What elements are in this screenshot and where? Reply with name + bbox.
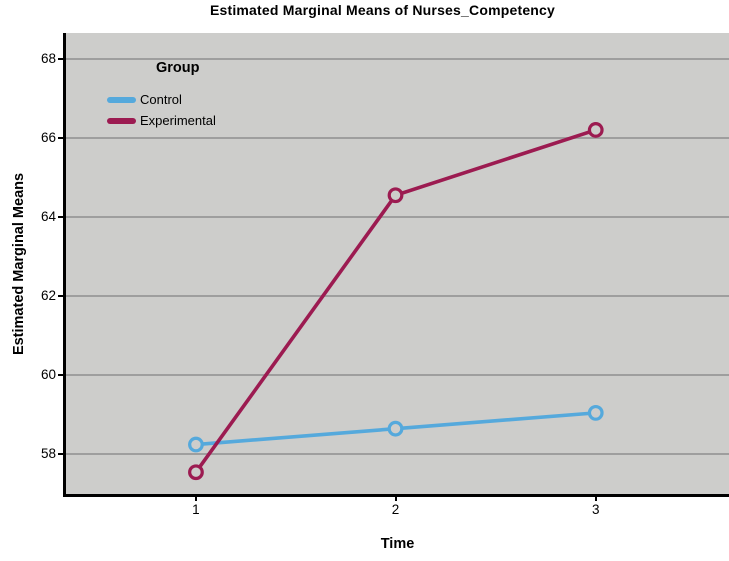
- plot-area: Group Control Experimental: [63, 33, 729, 497]
- gridline: [66, 136, 729, 139]
- y-tick-label: 62: [40, 288, 56, 304]
- legend-entry: Control: [107, 89, 216, 110]
- legend: Group Control Experimental: [107, 60, 216, 131]
- y-tick-mark: [58, 216, 63, 218]
- legend-entry-label: Experimental: [140, 113, 216, 128]
- x-tick-label: 1: [192, 502, 200, 517]
- y-tick-mark: [58, 136, 63, 139]
- gridline: [66, 374, 729, 377]
- y-tick-label: 64: [40, 209, 56, 224]
- data-point-marker: [587, 404, 604, 421]
- y-tick-mark: [58, 57, 63, 60]
- x-tick-label: 3: [591, 502, 600, 517]
- legend-swatch: [107, 96, 136, 103]
- data-point-marker: [387, 420, 404, 437]
- y-tick-mark: [58, 453, 63, 456]
- gridline: [66, 216, 729, 218]
- y-axis-label: Estimated Marginal Means: [11, 172, 27, 356]
- y-tick-label: 66: [40, 129, 56, 145]
- legend-entries: Control Experimental: [107, 89, 216, 131]
- legend-swatch: [107, 117, 136, 124]
- chart-title: Estimated Marginal Means of Nurses_Compe…: [209, 2, 556, 18]
- data-point-marker: [587, 122, 604, 138]
- x-axis-label: Time: [380, 536, 415, 552]
- x-tick-mark: [594, 497, 597, 501]
- legend-title: Group: [156, 60, 200, 76]
- y-tick-label: 58: [40, 446, 56, 462]
- data-point-marker: [188, 464, 204, 481]
- y-tick-label: 68: [40, 50, 56, 66]
- legend-entry: Experimental: [107, 110, 216, 131]
- gridline: [66, 453, 729, 456]
- gridline: [66, 295, 729, 298]
- x-tick-mark: [394, 497, 397, 501]
- legend-entry-label: Control: [140, 92, 182, 107]
- x-tick-label: 2: [391, 502, 400, 517]
- gridline: [66, 57, 729, 60]
- data-point-marker: [188, 436, 204, 453]
- y-tick-mark: [58, 374, 63, 377]
- y-tick-mark: [58, 295, 63, 298]
- data-point-marker: [387, 187, 404, 204]
- series-lines-layer: [188, 122, 604, 481]
- x-tick-mark: [194, 497, 197, 501]
- y-tick-label: 60: [40, 367, 56, 383]
